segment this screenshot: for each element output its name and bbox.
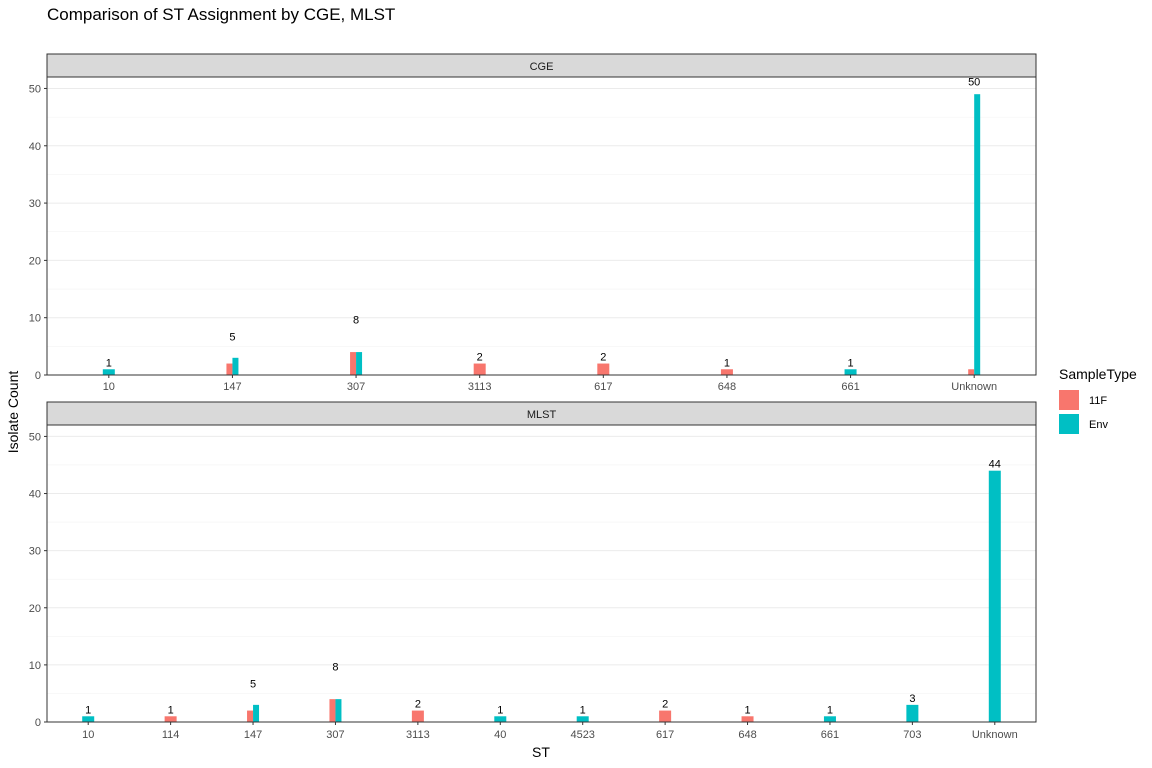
bar-mlst-env — [576, 716, 589, 722]
plot-area-mlst — [47, 425, 1036, 722]
y-tick-label: 50 — [29, 431, 41, 443]
y-tick-label: 10 — [29, 660, 41, 672]
data-label: 44 — [989, 459, 1001, 471]
bar-cge-11f — [226, 363, 233, 375]
panel-cge: CGE 0 10 20 30 40 50 10 147 307 3113 617 648 661 Unkno… — [29, 53, 1037, 393]
bar-mlst-env — [82, 716, 95, 722]
bar-mlst-11f — [659, 710, 672, 722]
data-label: 1 — [848, 357, 854, 369]
x-tick-label: 617 — [656, 729, 674, 741]
bar-mlst-env — [906, 704, 919, 722]
y-tick-label: 10 — [29, 313, 41, 325]
bar-mlst-env — [988, 470, 1001, 722]
bar-mlst-11f — [411, 710, 424, 722]
legend: SampleType 11F Env — [1059, 366, 1137, 434]
bar-mlst-11f — [164, 716, 177, 722]
strip-label-mlst: MLST — [527, 409, 557, 421]
x-tick-label: 703 — [903, 729, 921, 741]
bar-cge-env — [102, 369, 115, 375]
data-label: 2 — [662, 699, 668, 711]
x-tick-label: 10 — [82, 729, 94, 741]
strip-label-cge: CGE — [530, 61, 554, 73]
y-tick-label: 30 — [29, 198, 41, 210]
x-tick-label: 307 — [347, 381, 365, 393]
data-label: 1 — [85, 704, 91, 716]
y-tick-label: 0 — [35, 370, 41, 382]
y-tick-label: 40 — [29, 141, 41, 153]
y-tick-label: 0 — [35, 717, 41, 729]
x-tick-label: 114 — [162, 729, 180, 741]
data-label: 5 — [229, 331, 235, 343]
data-label: 1 — [724, 357, 730, 369]
bar-cge-11f — [968, 369, 975, 375]
x-tick-label: 147 — [223, 381, 241, 393]
panel-mlst: MLST 0 10 20 30 40 50 10 114 147 307 3113 40 4523 617 6… — [29, 401, 1037, 741]
y-tick-label: 40 — [29, 489, 41, 501]
data-label: 1 — [168, 704, 174, 716]
bar-mlst-env — [253, 704, 260, 722]
bar-cge-env — [844, 369, 857, 375]
x-tick-label: 3113 — [468, 381, 492, 393]
data-label: 1 — [827, 704, 833, 716]
bar-mlst-env — [823, 716, 836, 722]
panel-border-cge — [46, 76, 1037, 376]
chart-title: Comparison of ST Assignment by CGE, MLST — [47, 5, 395, 24]
x-tick-label: 307 — [326, 729, 344, 741]
x-tick-label: 648 — [718, 381, 736, 393]
plot-area-cge — [47, 77, 1036, 375]
data-label: 5 — [250, 679, 256, 691]
bar-mlst-env — [494, 716, 507, 722]
legend-title: SampleType — [1059, 366, 1137, 382]
x-tick-label: Unknown — [951, 381, 997, 393]
bar-mlst-11f — [329, 699, 336, 722]
bar-cge-11f — [720, 369, 733, 375]
data-label: 8 — [353, 314, 359, 326]
y-tick-label: 30 — [29, 546, 41, 558]
bar-cge-11f — [473, 363, 486, 375]
bar-mlst-11f — [247, 710, 254, 722]
bar-cge-env — [232, 357, 239, 375]
bar-mlst-env — [335, 699, 342, 722]
y-tick-label: 20 — [29, 255, 41, 267]
x-axis-title: ST — [532, 744, 550, 760]
x-tick-label: 3113 — [406, 729, 430, 741]
bar-mlst-11f — [741, 716, 754, 722]
data-label: 1 — [497, 704, 503, 716]
legend-key-11f — [1059, 390, 1079, 410]
legend-label-11f: 11F — [1089, 395, 1107, 407]
data-label: 1 — [744, 704, 750, 716]
data-label: 2 — [415, 699, 421, 711]
x-tick-label: Unknown — [972, 729, 1018, 741]
y-axis-title: Isolate Count — [5, 371, 21, 454]
x-tick-label: 617 — [594, 381, 612, 393]
data-label: 50 — [968, 76, 980, 88]
x-tick-label: 10 — [103, 381, 115, 393]
data-label: 2 — [600, 352, 606, 364]
legend-label-env: Env — [1089, 419, 1108, 431]
data-label: 8 — [332, 661, 338, 673]
y-tick-label: 20 — [29, 603, 41, 615]
x-tick-label: 661 — [821, 729, 839, 741]
data-label: 1 — [580, 704, 586, 716]
x-tick-label: 648 — [738, 729, 756, 741]
x-tick-label: 40 — [494, 729, 506, 741]
y-tick-label: 50 — [29, 83, 41, 95]
x-tick-label: 661 — [841, 381, 859, 393]
x-tick-label: 147 — [244, 729, 262, 741]
data-label: 2 — [477, 352, 483, 364]
data-label: 3 — [909, 693, 915, 705]
bar-cge-env — [974, 94, 981, 375]
data-label: 1 — [106, 357, 112, 369]
x-tick-label: 4523 — [570, 729, 594, 741]
bar-cge-11f — [597, 363, 610, 375]
bar-cge-11f — [350, 352, 357, 375]
legend-key-env — [1059, 414, 1079, 434]
panel-border-mlst — [46, 424, 1037, 723]
bar-cge-env — [356, 352, 363, 375]
